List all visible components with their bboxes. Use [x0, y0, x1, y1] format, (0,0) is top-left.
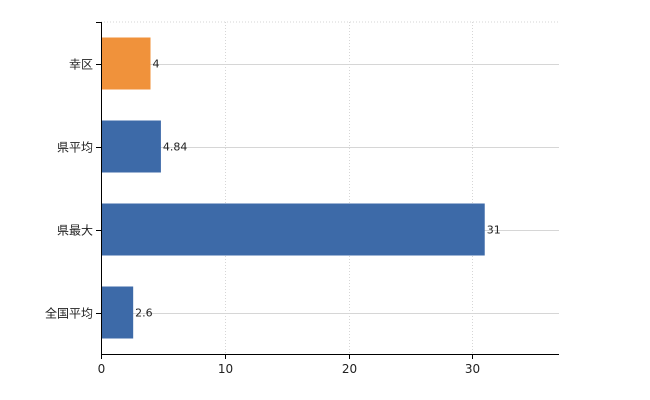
- x-tick-label-2: 20: [342, 362, 357, 376]
- data-label-1: 4.84: [163, 141, 188, 154]
- axis-layer: [96, 22, 559, 359]
- data-label-2: 31: [487, 224, 501, 237]
- y-tick-label-0: 幸区: [69, 58, 93, 72]
- x-tick-label-0: 0: [98, 362, 106, 376]
- bar-1: [101, 120, 161, 173]
- x-tick-label-3: 30: [465, 362, 480, 376]
- y-tick-label-3: 全国平均: [45, 306, 93, 321]
- y-tick-label-1: 県平均: [57, 141, 93, 155]
- bar-2: [101, 203, 485, 256]
- bar-3: [101, 286, 134, 339]
- grid-layer: [101, 21, 559, 354]
- data-label-3: 2.6: [135, 307, 153, 320]
- y-tick-label-2: 県最大: [57, 224, 93, 238]
- x-tick-label-1: 10: [218, 362, 233, 376]
- bar-0: [101, 37, 151, 90]
- data-label-0: 4: [153, 58, 160, 71]
- bar-layer: [101, 37, 485, 339]
